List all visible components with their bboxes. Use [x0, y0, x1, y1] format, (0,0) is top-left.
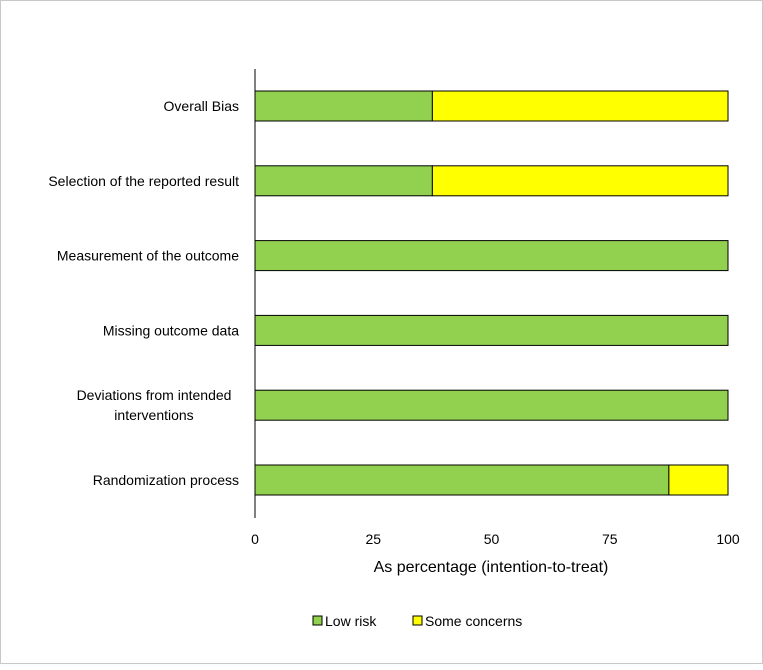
bar-some-concerns-4 [431, 165, 729, 197]
bar-low-risk-1 [254, 389, 729, 421]
category-label-2-line-0: Missing outcome data [103, 322, 239, 338]
x-tick-label-100: 100 [716, 531, 740, 547]
x-tick-label-75: 75 [602, 531, 618, 547]
category-label-1-line-0: Deviations from intended [77, 387, 232, 403]
legend-swatch-low-risk [312, 615, 323, 626]
x-axis-title: As percentage (intention-to-treat) [374, 559, 609, 576]
legend-label-low-risk: Low risk [325, 613, 377, 629]
bar-low-risk-3 [254, 240, 729, 272]
category-label-1-line-1: interventions [114, 407, 193, 423]
legend-swatch-some-concerns [412, 615, 423, 626]
category-label-0-line-0: Randomization process [93, 472, 239, 488]
category-label-5-line-0: Overall Bias [164, 98, 239, 114]
bar-low-risk-2 [254, 314, 729, 346]
x-tick-label-25: 25 [366, 531, 382, 547]
category-labels: Randomization process Deviations from int… [48, 98, 239, 488]
bar-some-concerns-0 [668, 464, 729, 496]
bar-some-concerns-5 [431, 90, 729, 122]
x-tick-labels: 0 25 50 75 100 [251, 531, 740, 547]
bar-low-risk-5 [254, 90, 433, 122]
category-label-4-line-0: Selection of the reported result [48, 173, 239, 189]
legend-label-some-concerns: Some concerns [425, 613, 522, 629]
x-tick-label-0: 0 [251, 531, 259, 547]
bar-low-risk-0 [254, 464, 670, 496]
category-label-3-line-0: Measurement of the outcome [57, 248, 239, 264]
bars-layer [254, 90, 729, 496]
x-tick-label-50: 50 [484, 531, 500, 547]
bar-low-risk-4 [254, 165, 433, 197]
legend: Low risk Some concerns [312, 613, 522, 629]
